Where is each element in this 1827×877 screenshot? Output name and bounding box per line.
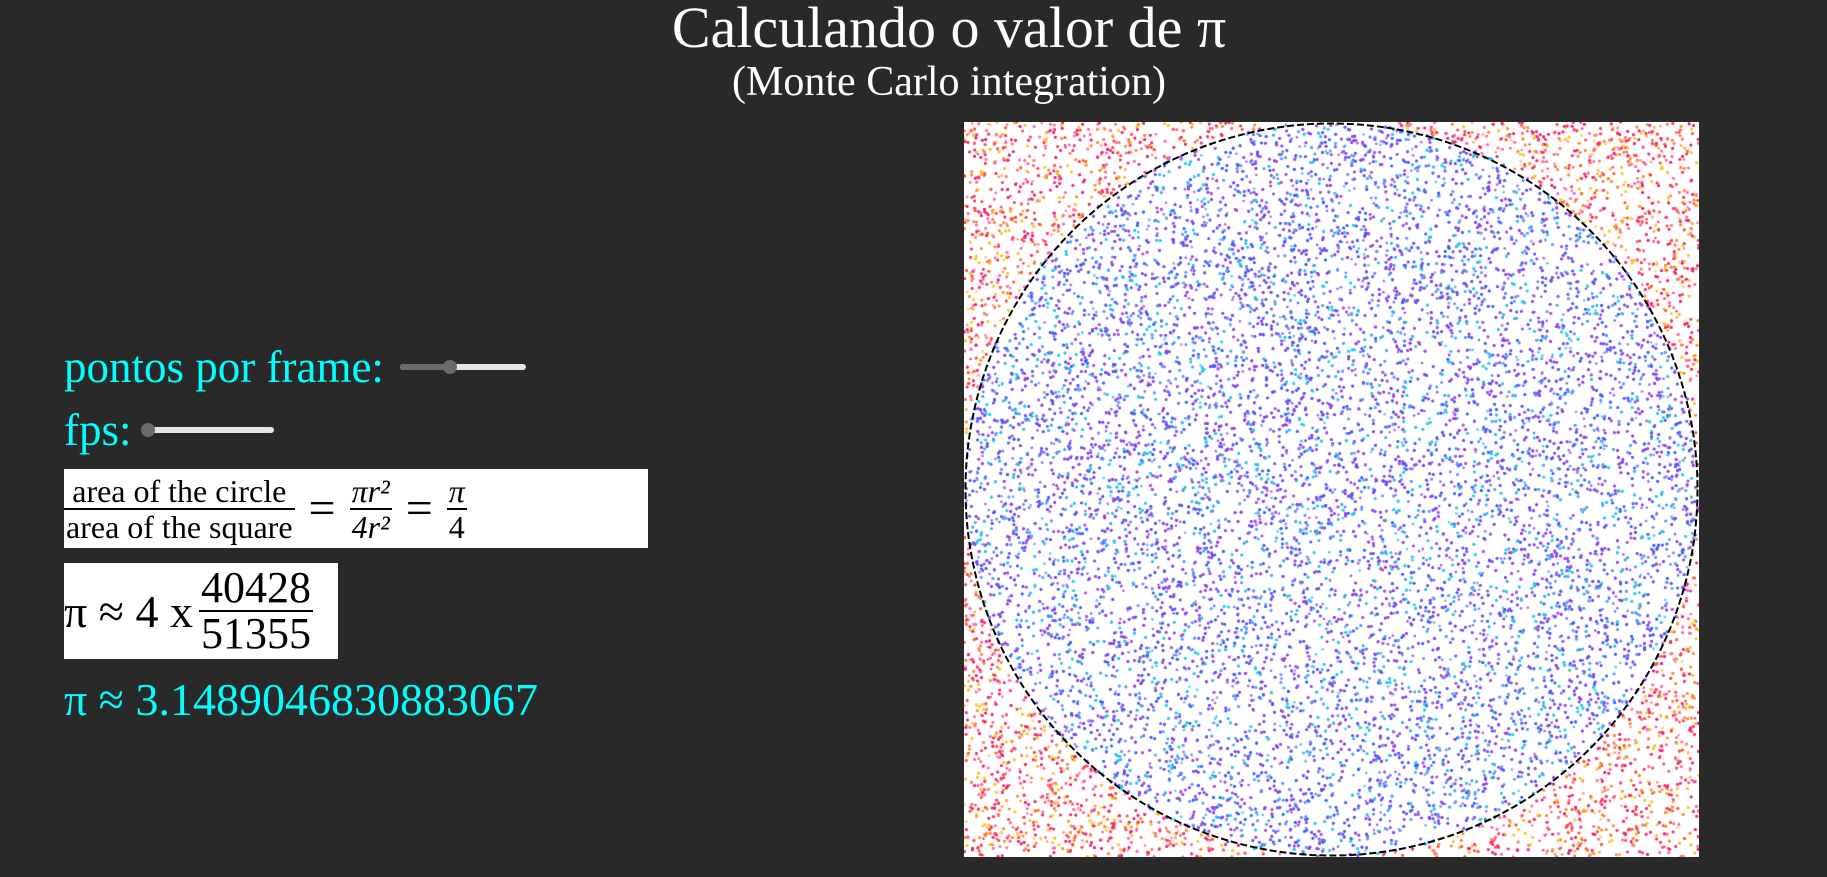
area-ratio-formula: area of the circle area of the square = … (64, 469, 648, 548)
pi-r-numerator: πr² (351, 472, 390, 509)
pi-approximation-fraction: π ≈ 4 x 40428 51355 (64, 563, 338, 659)
slider-track (399, 364, 526, 370)
equals-sign: = (308, 481, 336, 535)
pi-r-denominator: 4r² (351, 508, 390, 545)
pi-numerator: π (448, 472, 465, 509)
area-fraction: area of the circle area of the square (64, 474, 295, 544)
page-title: Calculando o valor de π (671, 0, 1227, 60)
approximation-prefix: π ≈ 4 x (64, 585, 193, 637)
slider-thumb[interactable] (443, 360, 458, 374)
inside-count: 40428 (200, 563, 311, 612)
slider-thumb[interactable] (140, 423, 155, 437)
fps-label: fps: (64, 405, 132, 455)
fraction-bar (64, 507, 295, 510)
pi-estimate: π ≈ 3.1489046830883067 (64, 674, 538, 725)
points-per-frame-control: pontos por frame: (64, 342, 526, 392)
monte-carlo-canvas (964, 122, 1699, 857)
fraction-bar (446, 507, 467, 510)
four-denominator: 4 (448, 508, 465, 545)
points-per-frame-slider[interactable] (399, 357, 526, 377)
fraction-bar (198, 610, 313, 612)
slider-track (147, 427, 274, 433)
fps-control: fps: (64, 405, 274, 455)
equals-sign: = (405, 481, 433, 535)
fraction-bar (349, 507, 392, 510)
page-subtitle: (Monte Carlo integration) (732, 59, 1166, 105)
scatter-points (964, 122, 1699, 857)
total-count: 51355 (200, 609, 311, 658)
count-fraction: 40428 51355 (198, 563, 313, 658)
area-denominator: area of the square (66, 508, 293, 545)
area-numerator: area of the circle (72, 472, 287, 509)
fps-slider[interactable] (140, 420, 274, 440)
pi-r-fraction: πr² 4r² (349, 472, 392, 545)
slider-fill (399, 364, 451, 370)
circle-overlay (964, 122, 1699, 857)
pi-over-four-fraction: π 4 (446, 472, 467, 545)
points-per-frame-label: pontos por frame: (64, 342, 384, 392)
unit-circle-outline (964, 122, 1699, 857)
